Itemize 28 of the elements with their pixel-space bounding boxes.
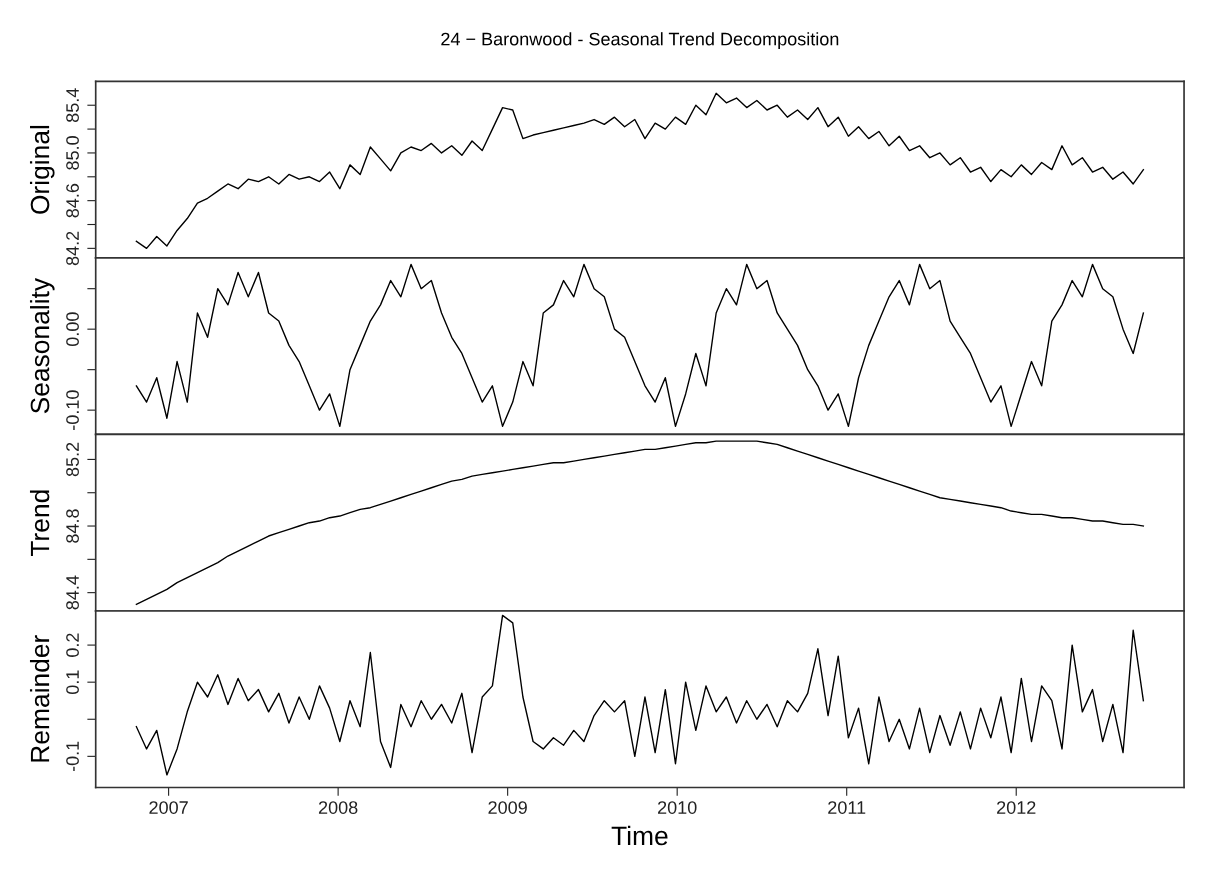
y-tick-label: -0.10 <box>66 390 79 430</box>
y-tick-label: 84.4 <box>66 575 79 610</box>
y-tick-label: 84.8 <box>66 509 79 543</box>
y-tick-label: 85.0 <box>66 136 79 170</box>
line-series <box>135 263 1145 428</box>
y-axis-title: Seasonality <box>29 278 55 414</box>
y-tick-label: 0.1 <box>66 670 79 695</box>
x-tick-label: 2008 <box>318 801 358 814</box>
line-series <box>135 440 1145 606</box>
y-tick-label: -0.1 <box>66 741 79 772</box>
y-axis-title: Trend <box>29 490 50 557</box>
line-series <box>135 92 1145 250</box>
y-tick-label: 0.00 <box>66 312 79 347</box>
x-tick-label: 2009 <box>488 801 527 814</box>
x-tick-label: 2007 <box>149 801 188 814</box>
y-tick-label: 84.6 <box>66 183 79 218</box>
y-tick-label: 84.2 <box>66 231 79 266</box>
y-tick-label: 85.4 <box>66 88 79 123</box>
chart-title: 24 − Baronwood - Seasonal Trend Decomposition <box>441 32 839 50</box>
x-tick-label: 2011 <box>828 801 866 814</box>
x-tick-label: 2012 <box>997 801 1036 814</box>
y-tick-label: 85.2 <box>66 442 79 477</box>
y-tick-label: 0.2 <box>66 633 79 657</box>
x-axis-title: Time <box>611 825 668 846</box>
x-tick-label: 2010 <box>658 801 697 814</box>
y-axis-title: Original <box>29 125 55 214</box>
y-axis-title: Remainder <box>29 635 50 762</box>
line-series <box>135 614 1145 776</box>
